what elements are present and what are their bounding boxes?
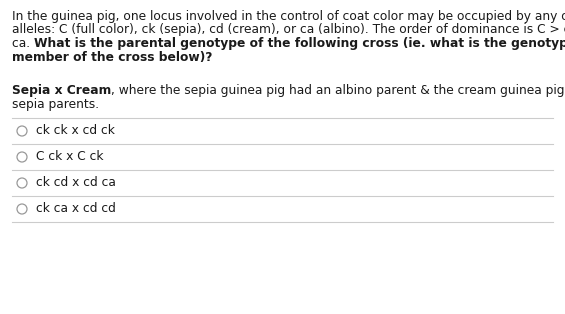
- Text: , where the sepia guinea pig had an albino parent & the cream guinea pig had 2: , where the sepia guinea pig had an albi…: [111, 84, 565, 97]
- Text: What is the parental genotype of the following cross (ie. what is the genotype o: What is the parental genotype of the fol…: [34, 37, 565, 50]
- Text: C ck x C ck: C ck x C ck: [36, 150, 103, 164]
- Text: In the guinea pig, one locus involved in the control of coat color may be occupi: In the guinea pig, one locus involved in…: [12, 10, 565, 23]
- Text: ck ca x cd cd: ck ca x cd cd: [36, 203, 116, 215]
- Text: ca.: ca.: [12, 37, 34, 50]
- Text: ck cd x cd ca: ck cd x cd ca: [36, 176, 116, 190]
- Text: ck ck x cd ck: ck ck x cd ck: [36, 124, 115, 138]
- Text: Sepia x Cream: Sepia x Cream: [12, 84, 111, 97]
- Text: alleles: C (full color), ck (sepia), cd (cream), or ca (albino). The order of do: alleles: C (full color), ck (sepia), cd …: [12, 24, 565, 36]
- Text: sepia parents.: sepia parents.: [12, 98, 99, 111]
- Text: member of the cross below)?: member of the cross below)?: [12, 51, 212, 63]
